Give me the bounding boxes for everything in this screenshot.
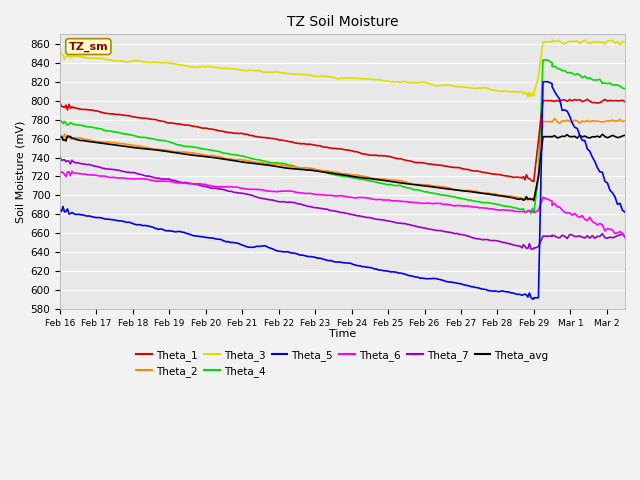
Theta_avg: [56, 134, 64, 140]
Line: Theta_5: Theta_5: [60, 82, 625, 299]
Theta_2: [96, 139, 104, 144]
Theta_1: [141, 115, 148, 121]
Theta_6: [142, 177, 150, 182]
Y-axis label: Soil Moisture (mV): Soil Moisture (mV): [15, 120, 25, 223]
Theta_avg: [527, 196, 535, 202]
Theta_4: [56, 119, 64, 124]
Theta_4: [141, 134, 148, 140]
Theta_4: [96, 126, 104, 132]
Theta_2: [313, 167, 321, 173]
Theta_avg: [621, 132, 629, 138]
Theta_7: [529, 246, 536, 252]
Theta_7: [96, 164, 104, 170]
Theta_7: [178, 180, 186, 185]
Theta_6: [315, 192, 323, 197]
Theta_5: [96, 215, 104, 221]
Theta_6: [98, 173, 106, 179]
Theta_3: [56, 49, 64, 55]
Legend: Theta_1, Theta_2, Theta_3, Theta_4, Theta_5, Theta_6, Theta_7, Theta_avg: Theta_1, Theta_2, Theta_3, Theta_4, Thet…: [132, 346, 553, 381]
Line: Theta_1: Theta_1: [60, 99, 625, 181]
Theta_2: [551, 116, 559, 121]
Theta_5: [313, 255, 321, 261]
Theta_1: [56, 100, 64, 106]
Theta_1: [525, 176, 533, 181]
Title: TZ Soil Moisture: TZ Soil Moisture: [287, 15, 398, 29]
Theta_1: [530, 179, 538, 184]
Theta_4: [525, 207, 533, 213]
Theta_4: [621, 86, 629, 92]
Text: TZ_sm: TZ_sm: [68, 41, 108, 52]
Theta_6: [56, 170, 64, 176]
Theta_4: [527, 211, 535, 216]
Theta_7: [56, 154, 64, 160]
Theta_4: [539, 57, 547, 63]
Line: Theta_avg: Theta_avg: [60, 134, 625, 200]
Theta_1: [346, 147, 353, 153]
X-axis label: Time: Time: [329, 329, 356, 339]
Theta_3: [621, 39, 629, 45]
Line: Theta_4: Theta_4: [60, 60, 625, 214]
Theta_7: [621, 234, 629, 240]
Theta_1: [313, 143, 321, 149]
Theta_3: [527, 94, 535, 99]
Theta_avg: [520, 197, 527, 203]
Theta_avg: [96, 140, 104, 146]
Theta_2: [525, 196, 533, 202]
Theta_5: [525, 290, 533, 296]
Theta_avg: [346, 173, 353, 179]
Theta_6: [348, 194, 355, 200]
Theta_3: [141, 59, 148, 65]
Theta_1: [621, 99, 629, 105]
Line: Theta_7: Theta_7: [60, 157, 625, 249]
Theta_5: [178, 229, 186, 235]
Theta_2: [346, 171, 353, 177]
Theta_4: [346, 174, 353, 180]
Theta_7: [346, 211, 353, 217]
Theta_4: [178, 143, 186, 148]
Theta_6: [68, 168, 76, 174]
Theta_4: [313, 167, 321, 173]
Theta_6: [527, 208, 535, 214]
Theta_3: [346, 75, 353, 81]
Theta_3: [178, 62, 186, 68]
Theta_avg: [313, 168, 321, 174]
Theta_5: [56, 207, 64, 213]
Theta_1: [96, 109, 104, 115]
Theta_1: [584, 96, 591, 102]
Theta_5: [529, 296, 536, 302]
Theta_5: [346, 260, 353, 266]
Theta_3: [548, 37, 556, 43]
Theta_2: [56, 133, 64, 139]
Theta_avg: [141, 146, 148, 152]
Theta_2: [141, 144, 148, 150]
Theta_2: [530, 198, 538, 204]
Theta_3: [524, 94, 532, 100]
Theta_5: [539, 79, 547, 84]
Theta_avg: [178, 151, 186, 156]
Theta_7: [313, 205, 321, 211]
Theta_7: [525, 240, 533, 246]
Theta_6: [621, 235, 629, 240]
Theta_3: [313, 73, 321, 79]
Line: Theta_6: Theta_6: [60, 171, 625, 238]
Theta_avg: [598, 132, 606, 137]
Theta_5: [141, 223, 148, 228]
Theta_7: [141, 173, 148, 179]
Theta_2: [178, 149, 186, 155]
Theta_5: [621, 209, 629, 215]
Line: Theta_2: Theta_2: [60, 119, 625, 201]
Theta_2: [621, 118, 629, 124]
Line: Theta_3: Theta_3: [60, 40, 625, 97]
Theta_6: [179, 180, 187, 186]
Theta_3: [96, 55, 104, 61]
Theta_1: [178, 121, 186, 127]
